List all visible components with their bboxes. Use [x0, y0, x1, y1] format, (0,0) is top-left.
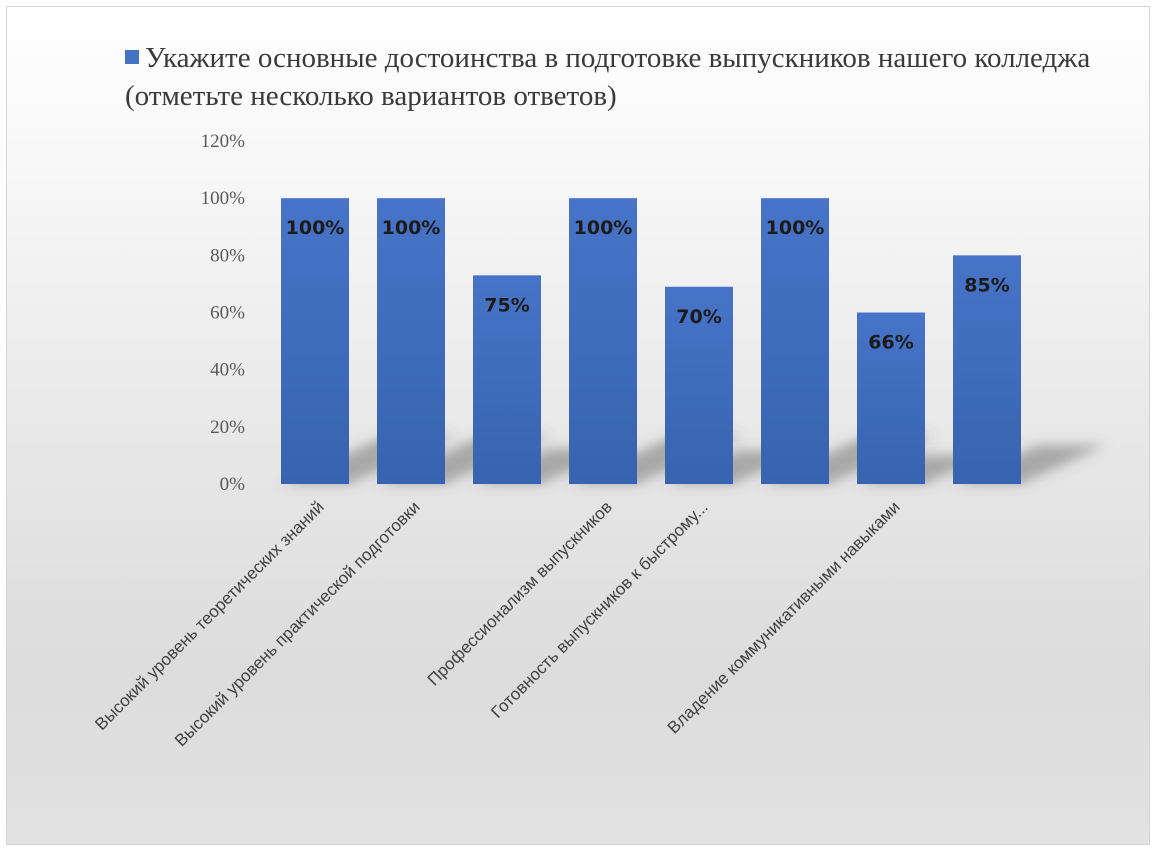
data-label: 66% [868, 332, 913, 354]
bar [953, 255, 1021, 484]
bar [857, 312, 925, 484]
y-tick-label: 120% [201, 131, 246, 152]
y-tick-label: 80% [210, 245, 245, 266]
data-label: 70% [676, 306, 721, 328]
bar [473, 275, 541, 484]
y-tick-label: 40% [210, 360, 245, 381]
y-tick-label: 20% [210, 417, 245, 438]
bar [761, 198, 829, 484]
data-label: 100% [382, 217, 441, 239]
y-tick-label: 60% [210, 303, 245, 324]
bar [665, 286, 733, 484]
data-label: 85% [964, 274, 1009, 296]
legend-swatch [125, 50, 139, 64]
chart-legend: Укажите основные достоинства в подготовк… [125, 39, 1105, 115]
bar [377, 198, 445, 484]
legend-entry: Укажите основные достоинства в подготовк… [125, 42, 1091, 112]
data-label: 100% [574, 217, 633, 239]
y-tick-label: 0% [220, 474, 246, 495]
x-category-label: Владение коммуникативными навыками [664, 497, 904, 737]
data-label: 100% [766, 217, 825, 239]
y-tick-label: 100% [201, 188, 246, 209]
bar [281, 198, 349, 484]
x-category-label: Профессионализм выпускников [424, 497, 616, 689]
data-label: 75% [484, 294, 529, 316]
x-category-label: Готовность выпускников к быстрому... [487, 497, 712, 722]
data-label: 100% [286, 217, 345, 239]
bar [569, 198, 637, 484]
